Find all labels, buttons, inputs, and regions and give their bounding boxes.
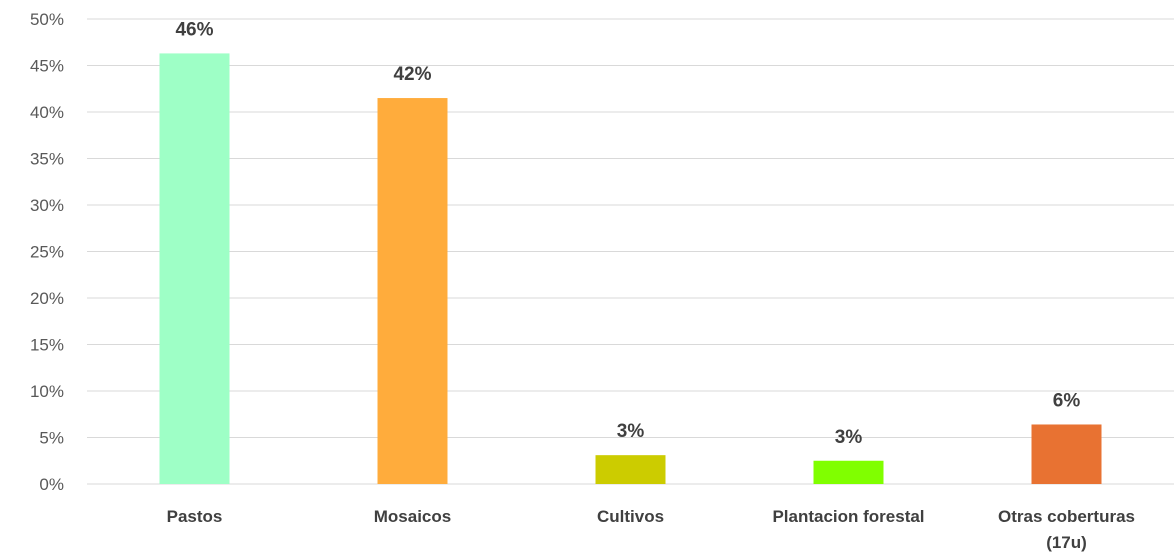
y-tick-label: 50% — [30, 10, 64, 29]
x-category-label: Mosaicos — [374, 507, 451, 526]
data-label: 42% — [393, 64, 431, 85]
y-tick-label: 5% — [39, 429, 64, 448]
x-axis-category-labels: Pastos Mosaicos Cultivos Plantacion foresta… — [167, 507, 1135, 552]
x-category-label: Cultivos — [597, 507, 664, 526]
bars — [159, 53, 1102, 485]
gridlines — [87, 18, 1174, 485]
x-category-label: (17u) — [1046, 533, 1087, 552]
data-labels: 46% 42% 3% 3% 6% — [175, 19, 1080, 447]
data-label: 3% — [835, 427, 863, 448]
bar — [813, 460, 884, 484]
y-tick-label: 10% — [30, 382, 64, 401]
x-category-label: Otras coberturas — [998, 507, 1135, 526]
y-tick-label: 25% — [30, 243, 64, 262]
y-tick-label: 0% — [39, 475, 64, 494]
bar — [159, 53, 230, 484]
data-label: 6% — [1053, 390, 1081, 411]
bar — [1031, 424, 1102, 484]
bar — [377, 98, 448, 485]
x-category-label: Pastos — [167, 507, 223, 526]
bar — [595, 455, 666, 484]
y-tick-label: 30% — [30, 196, 64, 215]
y-tick-label: 20% — [30, 289, 64, 308]
y-axis-tick-labels: 0% 5% 10% 15% 20% 25% 30% 35% 40% 45% 50% — [30, 10, 64, 494]
x-category-label: Plantacion forestal — [772, 507, 924, 526]
y-tick-label: 35% — [30, 150, 64, 169]
data-label: 46% — [175, 19, 213, 40]
y-tick-label: 15% — [30, 336, 64, 355]
y-tick-label: 45% — [30, 57, 64, 76]
data-label: 3% — [617, 421, 645, 442]
y-tick-label: 40% — [30, 103, 64, 122]
